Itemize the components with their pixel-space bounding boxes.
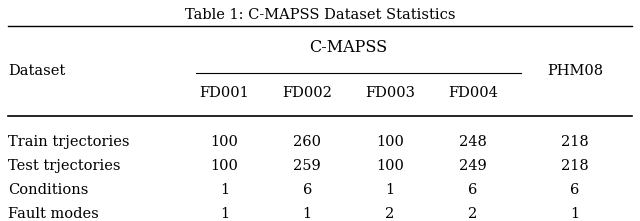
Text: Test trjectories: Test trjectories (8, 159, 120, 173)
Text: 6: 6 (468, 183, 477, 197)
Text: 100: 100 (211, 135, 238, 149)
Text: C-MAPSS: C-MAPSS (310, 40, 388, 56)
Text: Table 1: C-MAPSS Dataset Statistics: Table 1: C-MAPSS Dataset Statistics (185, 8, 455, 22)
Text: FD004: FD004 (448, 86, 498, 101)
Text: PHM08: PHM08 (547, 64, 603, 78)
Text: 218: 218 (561, 135, 589, 149)
Text: 260: 260 (293, 135, 321, 149)
Text: 100: 100 (211, 159, 238, 173)
Text: 218: 218 (561, 159, 589, 173)
Text: 1: 1 (570, 207, 579, 221)
Text: FD001: FD001 (200, 86, 250, 101)
Text: Dataset: Dataset (8, 64, 65, 78)
Text: 2: 2 (385, 207, 395, 221)
Text: 1: 1 (303, 207, 312, 221)
Text: 6: 6 (570, 183, 580, 197)
Text: 1: 1 (220, 183, 229, 197)
Text: Train trjectories: Train trjectories (8, 135, 129, 149)
Text: 249: 249 (459, 159, 487, 173)
Text: 100: 100 (376, 159, 404, 173)
Text: 100: 100 (376, 135, 404, 149)
Text: 6: 6 (303, 183, 312, 197)
Text: 259: 259 (293, 159, 321, 173)
Text: 248: 248 (459, 135, 487, 149)
Text: Fault modes: Fault modes (8, 207, 99, 221)
Text: 1: 1 (385, 183, 395, 197)
Text: 2: 2 (468, 207, 477, 221)
Text: FD003: FD003 (365, 86, 415, 101)
Text: Conditions: Conditions (8, 183, 88, 197)
Text: FD002: FD002 (282, 86, 332, 101)
Text: 1: 1 (220, 207, 229, 221)
